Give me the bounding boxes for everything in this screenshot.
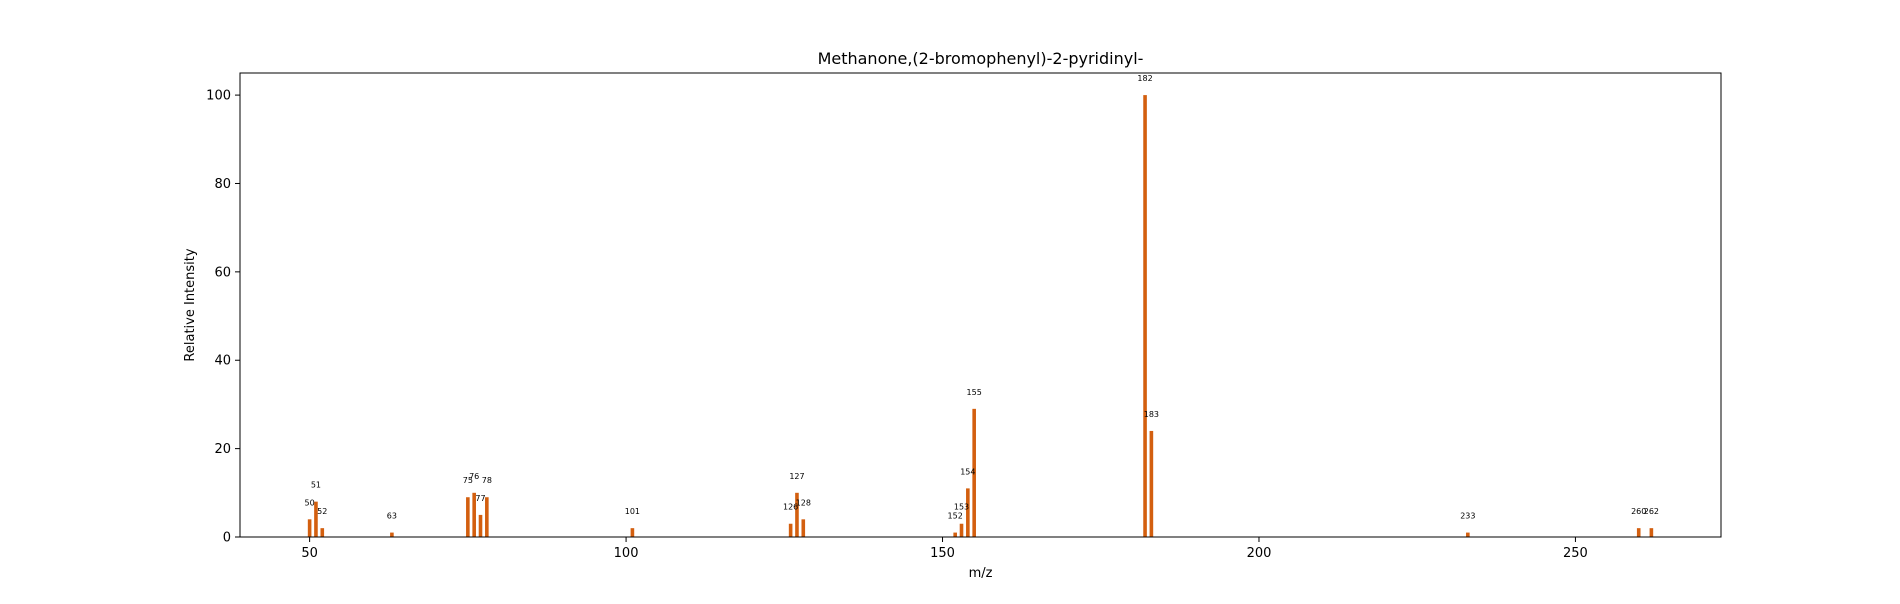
y-tick-label: 20 [214, 442, 231, 457]
peak-label: 63 [387, 512, 397, 521]
peak-label: 76 [469, 472, 479, 481]
peak-label: 183 [1144, 410, 1159, 419]
peak-bar [1143, 95, 1147, 537]
peak-bar [953, 532, 957, 537]
peak-label: 78 [482, 476, 492, 485]
y-tick-label: 0 [223, 531, 231, 546]
peak-label: 75 [463, 476, 473, 485]
peak-label: 101 [625, 507, 640, 516]
plot-frame [239, 72, 1722, 538]
peak-label: 50 [305, 498, 315, 507]
x-tick-label: 200 [1247, 546, 1272, 561]
peak-label: 51 [311, 481, 321, 490]
peak-bar [314, 501, 318, 537]
peak-bar [788, 523, 793, 537]
x-tick-label: 150 [930, 546, 955, 561]
peak-label: 182 [1137, 74, 1152, 83]
x-axis: 50 100 150 200 250 [301, 537, 1588, 561]
peak-label: 262 [1644, 507, 1659, 516]
chart-title: Methanone,(2-bromophenyl)-2-pyridinyl- [818, 49, 1144, 68]
peak-bar [390, 532, 394, 537]
peak-bar [472, 492, 476, 537]
y-tick-label: 60 [214, 265, 231, 280]
peak-label: 128 [796, 498, 811, 507]
peak-bar [959, 523, 964, 537]
x-tick-label: 250 [1563, 546, 1588, 561]
peak-bar [1149, 430, 1154, 537]
x-tick-label: 100 [614, 546, 639, 561]
peak-bar [1636, 528, 1641, 537]
peak-label: 155 [967, 388, 982, 397]
peak-label: 153 [954, 503, 969, 512]
peak-label: 77 [475, 494, 485, 503]
peak-label: 127 [789, 472, 804, 481]
peak-label: 52 [317, 507, 327, 516]
peak-bar [466, 497, 470, 537]
y-tick-label: 80 [214, 177, 231, 192]
peak-bar [972, 408, 976, 537]
peak-bar [320, 528, 325, 537]
peak-bar [801, 519, 806, 537]
peak-bar [1466, 532, 1470, 537]
peak-bar [478, 514, 483, 537]
y-tick-label: 100 [206, 89, 231, 104]
peak-bar [795, 492, 799, 537]
peak-bar [966, 488, 970, 537]
peak-bar [485, 497, 489, 537]
peak-label: 233 [1460, 512, 1475, 521]
x-tick-label: 50 [301, 546, 318, 561]
peak-label: 126 [783, 503, 798, 512]
x-axis-label: m/z [969, 566, 993, 581]
peak-label: 154 [960, 467, 975, 476]
peak-label: 152 [948, 512, 963, 521]
y-axis: 0 20 40 60 80 100 [206, 89, 240, 546]
peak-bar [307, 519, 312, 537]
y-axis-label: Relative Intensity [183, 248, 198, 361]
peak-label: 260 [1631, 507, 1646, 516]
bars-group [307, 95, 1654, 537]
y-tick-label: 40 [214, 354, 231, 369]
peak-bar [1649, 528, 1654, 537]
peak-bar [630, 528, 635, 537]
